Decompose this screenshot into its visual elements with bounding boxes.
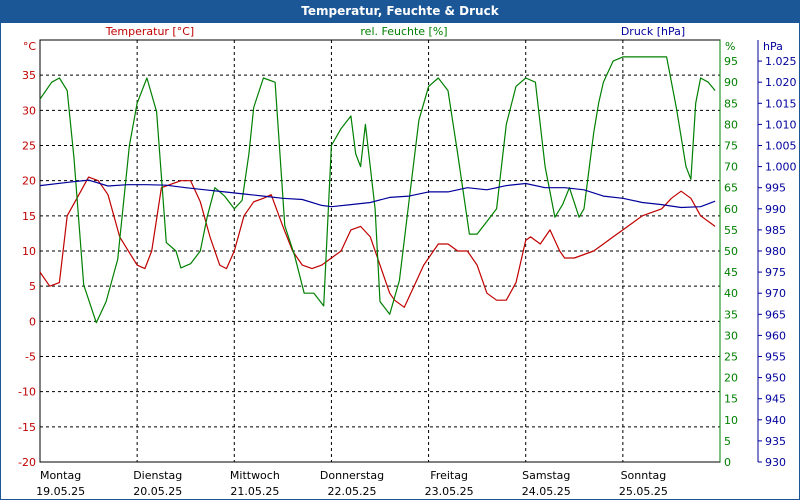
x-date-label: 24.05.25 — [522, 485, 571, 498]
humidity-tick-label: 70 — [724, 161, 738, 174]
humidity-tick-label: 30 — [724, 329, 738, 342]
x-day-label: Donnerstag — [320, 469, 384, 482]
temperature-tick-label: -15 — [18, 421, 36, 434]
x-day-label: Samstag — [522, 469, 570, 482]
pressure-tick-label: 1.000 — [765, 161, 797, 174]
humidity-tick-label: 20 — [724, 372, 738, 385]
humidity-tick-label: 95 — [724, 55, 738, 68]
humidity-tick-label: 60 — [724, 203, 738, 216]
x-date-label: 20.05.25 — [133, 485, 182, 498]
temperature-tick-label: 35 — [22, 69, 36, 82]
x-day-label: Montag — [40, 469, 81, 482]
humidity-tick-label: 55 — [724, 224, 738, 237]
pressure-unit-label: hPa — [763, 40, 783, 53]
pressure-tick-label: 975 — [765, 266, 786, 279]
pressure-tick-label: 980 — [765, 245, 786, 258]
temperature-tick-label: 25 — [22, 140, 36, 153]
humidity-tick-label: 75 — [724, 140, 738, 153]
temperature-tick-label: 5 — [29, 280, 36, 293]
temperature-tick-label: 0 — [29, 315, 36, 328]
humidity-tick-label: 35 — [724, 308, 738, 321]
humidity-tick-label: 65 — [724, 182, 738, 195]
pressure-tick-label: 960 — [765, 329, 786, 342]
x-date-label: 19.05.25 — [36, 485, 85, 498]
humidity-tick-label: 5 — [724, 435, 731, 448]
pressure-tick-label: 1.005 — [765, 140, 797, 153]
humidity-tick-label: 0 — [724, 456, 731, 469]
x-axis-labels: Montag 19.05.25 Dienstag 20.05.25 Mittwoch 21… — [36, 469, 668, 498]
pressure-tick-label: 990 — [765, 203, 786, 216]
humidity-tick-label: 15 — [724, 393, 738, 406]
humidity-line — [39, 56, 716, 324]
series-lines — [39, 56, 716, 324]
x-day-label: Freitag — [430, 469, 468, 482]
temperature-tick-label: 10 — [22, 245, 36, 258]
temperature-tick-label: -10 — [18, 386, 36, 399]
humidity-tick-label: 40 — [724, 287, 738, 300]
temperature-tick-label: -5 — [25, 351, 36, 364]
x-date-label: 25.05.25 — [619, 485, 668, 498]
x-day-label: Dienstag — [133, 469, 182, 482]
legend-pressure: Druck [hPa] — [621, 25, 685, 38]
pressure-tick-label: 935 — [765, 435, 786, 448]
humidity-tick-label: 90 — [724, 76, 738, 89]
temperature-tick-label: -20 — [18, 456, 36, 469]
pressure-tick-label: 950 — [765, 372, 786, 385]
x-date-label: 21.05.25 — [230, 485, 279, 498]
chart-title: Temperatur, Feuchte & Druck — [301, 4, 499, 18]
pressure-tick-label: 995 — [765, 182, 786, 195]
axis-ticks: -20 -15 -10 -5 0 5 10 15 20 25 30 35 0 5 10 15 20 25 30 35 4… — [18, 55, 796, 469]
humidity-tick-label: 10 — [724, 414, 738, 427]
humidity-tick-label: 25 — [724, 351, 738, 364]
x-date-label: 22.05.25 — [328, 485, 377, 498]
temperature-tick-label: 30 — [22, 104, 36, 117]
pressure-tick-label: 985 — [765, 224, 786, 237]
legend-temperature: Temperatur [°C] — [105, 25, 194, 38]
pressure-tick-label: 970 — [765, 287, 786, 300]
humidity-tick-label: 85 — [724, 97, 738, 110]
x-day-label: Mittwoch — [230, 469, 280, 482]
pressure-tick-label: 930 — [765, 456, 786, 469]
humidity-unit-label: % — [725, 40, 735, 53]
humidity-tick-label: 80 — [724, 118, 738, 131]
legend-humidity: rel. Feuchte [%] — [360, 25, 447, 38]
pressure-tick-label: 945 — [765, 393, 786, 406]
humidity-tick-label: 45 — [724, 266, 738, 279]
chart-title-bar: Temperatur, Feuchte & Druck — [0, 0, 800, 22]
temperature-tick-label: 15 — [22, 210, 36, 223]
pressure-tick-label: 940 — [765, 414, 786, 427]
pressure-tick-label: 965 — [765, 308, 786, 321]
pressure-tick-label: 1.020 — [765, 76, 797, 89]
x-day-label: Sonntag — [621, 469, 667, 482]
pressure-tick-label: 955 — [765, 351, 786, 364]
grid-lines — [40, 40, 720, 462]
humidity-tick-label: 50 — [724, 245, 738, 258]
pressure-tick-label: 1.025 — [765, 55, 797, 68]
pressure-tick-label: 1.010 — [765, 118, 797, 131]
temperature-unit-label: °C — [23, 40, 37, 53]
temperature-line — [39, 176, 716, 308]
x-date-label: 23.05.25 — [425, 485, 474, 498]
pressure-line — [39, 179, 716, 209]
pressure-tick-label: 1.015 — [765, 97, 797, 110]
temperature-tick-label: 20 — [22, 175, 36, 188]
